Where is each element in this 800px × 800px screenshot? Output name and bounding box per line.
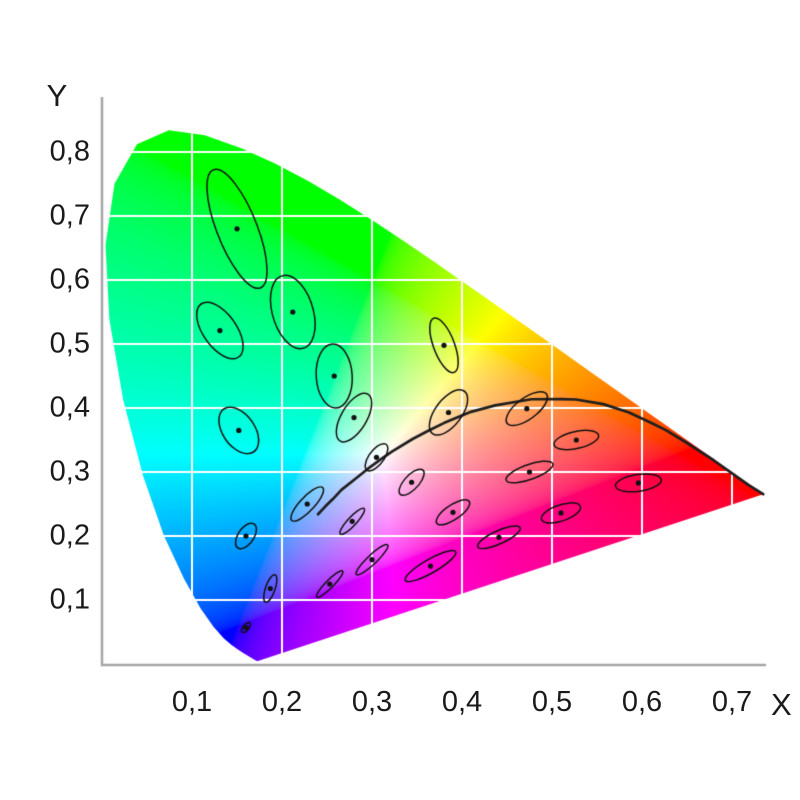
x-tick-label: 0,2 <box>261 686 303 718</box>
y-tick-label: 0,8 <box>49 135 90 168</box>
x-tick-label: 0,6 <box>621 686 663 718</box>
y-tick-label: 0,5 <box>49 327 90 360</box>
x-tick-label: 0,5 <box>531 686 573 718</box>
y-tick-label: 0,2 <box>49 519 90 552</box>
x-tick-label: 0,7 <box>711 686 753 718</box>
y-tick-label: 0,6 <box>49 263 90 296</box>
x-tick-label: 0,1 <box>171 686 213 718</box>
y-tick-label: 0,4 <box>49 391 90 424</box>
x-tick-label: 0,4 <box>441 686 483 718</box>
y-tick-label: 0,3 <box>49 455 90 488</box>
y-tick-label: 0,1 <box>49 583 90 616</box>
x-axis-title: X <box>771 687 792 722</box>
y-tick-label: 0,7 <box>49 199 90 232</box>
x-tick-label: 0,3 <box>351 686 393 718</box>
y-axis-title: Y <box>46 78 68 113</box>
